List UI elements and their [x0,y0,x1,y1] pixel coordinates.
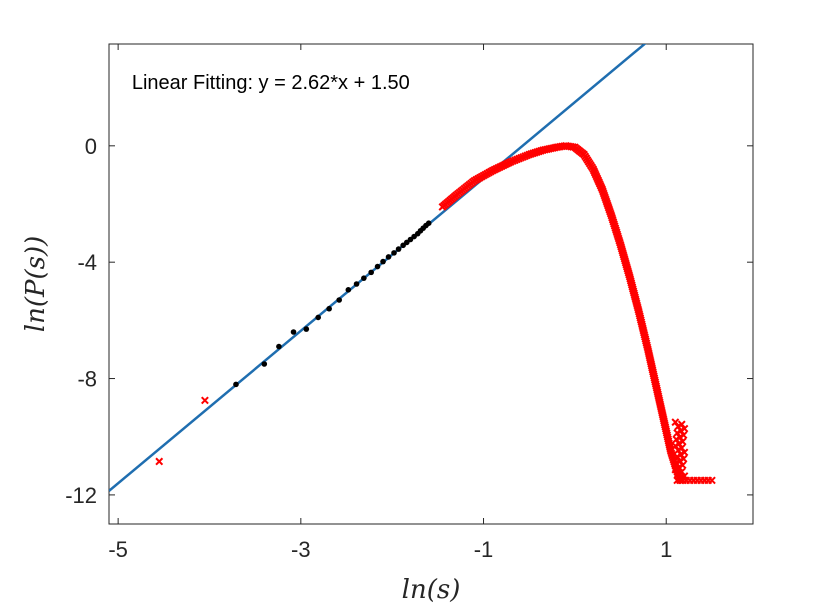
black-dot-point [303,326,310,332]
red-cross-point [679,431,688,440]
red-cross-point [676,426,685,435]
black-dot-point [345,287,352,293]
red-cross-point [679,454,688,463]
plot-area [108,43,754,525]
red-cross-point [672,435,681,444]
red-cross-point [673,429,682,437]
red-cross-point [675,439,683,448]
red-cross-point [680,448,689,457]
red-cross-point [672,459,681,468]
red-cross-point [673,452,682,461]
black-dot-point [425,220,432,226]
red-cross-point [671,441,680,450]
x-tick-label: 1 [660,537,672,562]
y-tick-label: -4 [77,250,97,275]
red-cross-point [671,418,680,427]
x-tick-label: -5 [108,537,128,562]
black-dot-point [276,343,282,350]
red-cross-point [676,474,685,483]
red-cross-point [673,476,682,485]
black-dot-point [233,381,239,388]
black-dot-point [385,254,392,260]
red-cross-point [678,461,687,470]
black-dot-point [353,281,360,287]
red-cross-point [674,446,683,455]
red-cross-point [675,463,683,472]
black-dot-point [336,297,342,303]
red-cross-point [680,424,689,433]
red-cross-point [671,465,680,474]
y-tick-label: 0 [85,134,97,159]
black-dot-point [290,329,297,335]
red-cross-point [677,420,686,429]
x-tick-label: -1 [474,537,494,562]
red-cross-point [677,467,686,476]
y-axis-title: ln(P(s)) [21,236,51,332]
red-series-layer [155,141,716,485]
red-cross-point [678,437,687,446]
red-cross-point [676,457,684,465]
black-dot-point [368,269,374,276]
red-cross-point [155,457,164,466]
black-dot-point [315,314,321,321]
red-cross-point [677,444,686,452]
tick-labels: -5 -3 -1 1 -12 -8 -4 0 [65,134,672,562]
y-tick-label: -12 [65,483,97,508]
black-dot-point [391,250,397,256]
black-dot-point [361,275,367,281]
black-dot-point [326,305,332,312]
black-dot-point [380,258,386,265]
axis-ticks [109,44,753,524]
black-series-layer [233,220,432,388]
red-cross-point [201,396,209,405]
red-cross-point [674,469,683,478]
fit-annotation: Linear Fitting: y = 2.62*x + 1.50 [132,72,410,94]
black-dot-point [261,361,268,367]
red-cross-point [674,422,683,431]
red-cross-point [707,476,716,485]
black-dot-point [395,246,402,252]
red-cross-point [676,433,684,442]
black-dot-point [374,263,381,270]
x-tick-label: -3 [291,537,311,562]
x-axis-title: ln(s) [402,575,461,605]
red-cross-point [676,450,685,459]
y-tick-label: -8 [77,367,97,392]
